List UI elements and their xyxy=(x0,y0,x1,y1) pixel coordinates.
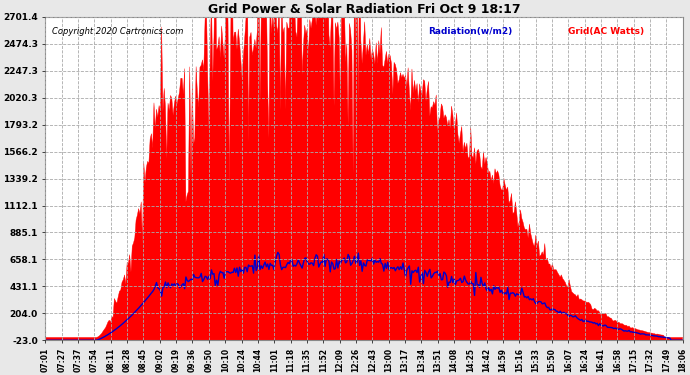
Text: Copyright 2020 Cartronics.com: Copyright 2020 Cartronics.com xyxy=(52,27,183,36)
Title: Grid Power & Solar Radiation Fri Oct 9 18:17: Grid Power & Solar Radiation Fri Oct 9 1… xyxy=(208,3,520,16)
Text: Radiation(w/m2): Radiation(w/m2) xyxy=(428,27,512,36)
Text: Grid(AC Watts): Grid(AC Watts) xyxy=(568,27,644,36)
